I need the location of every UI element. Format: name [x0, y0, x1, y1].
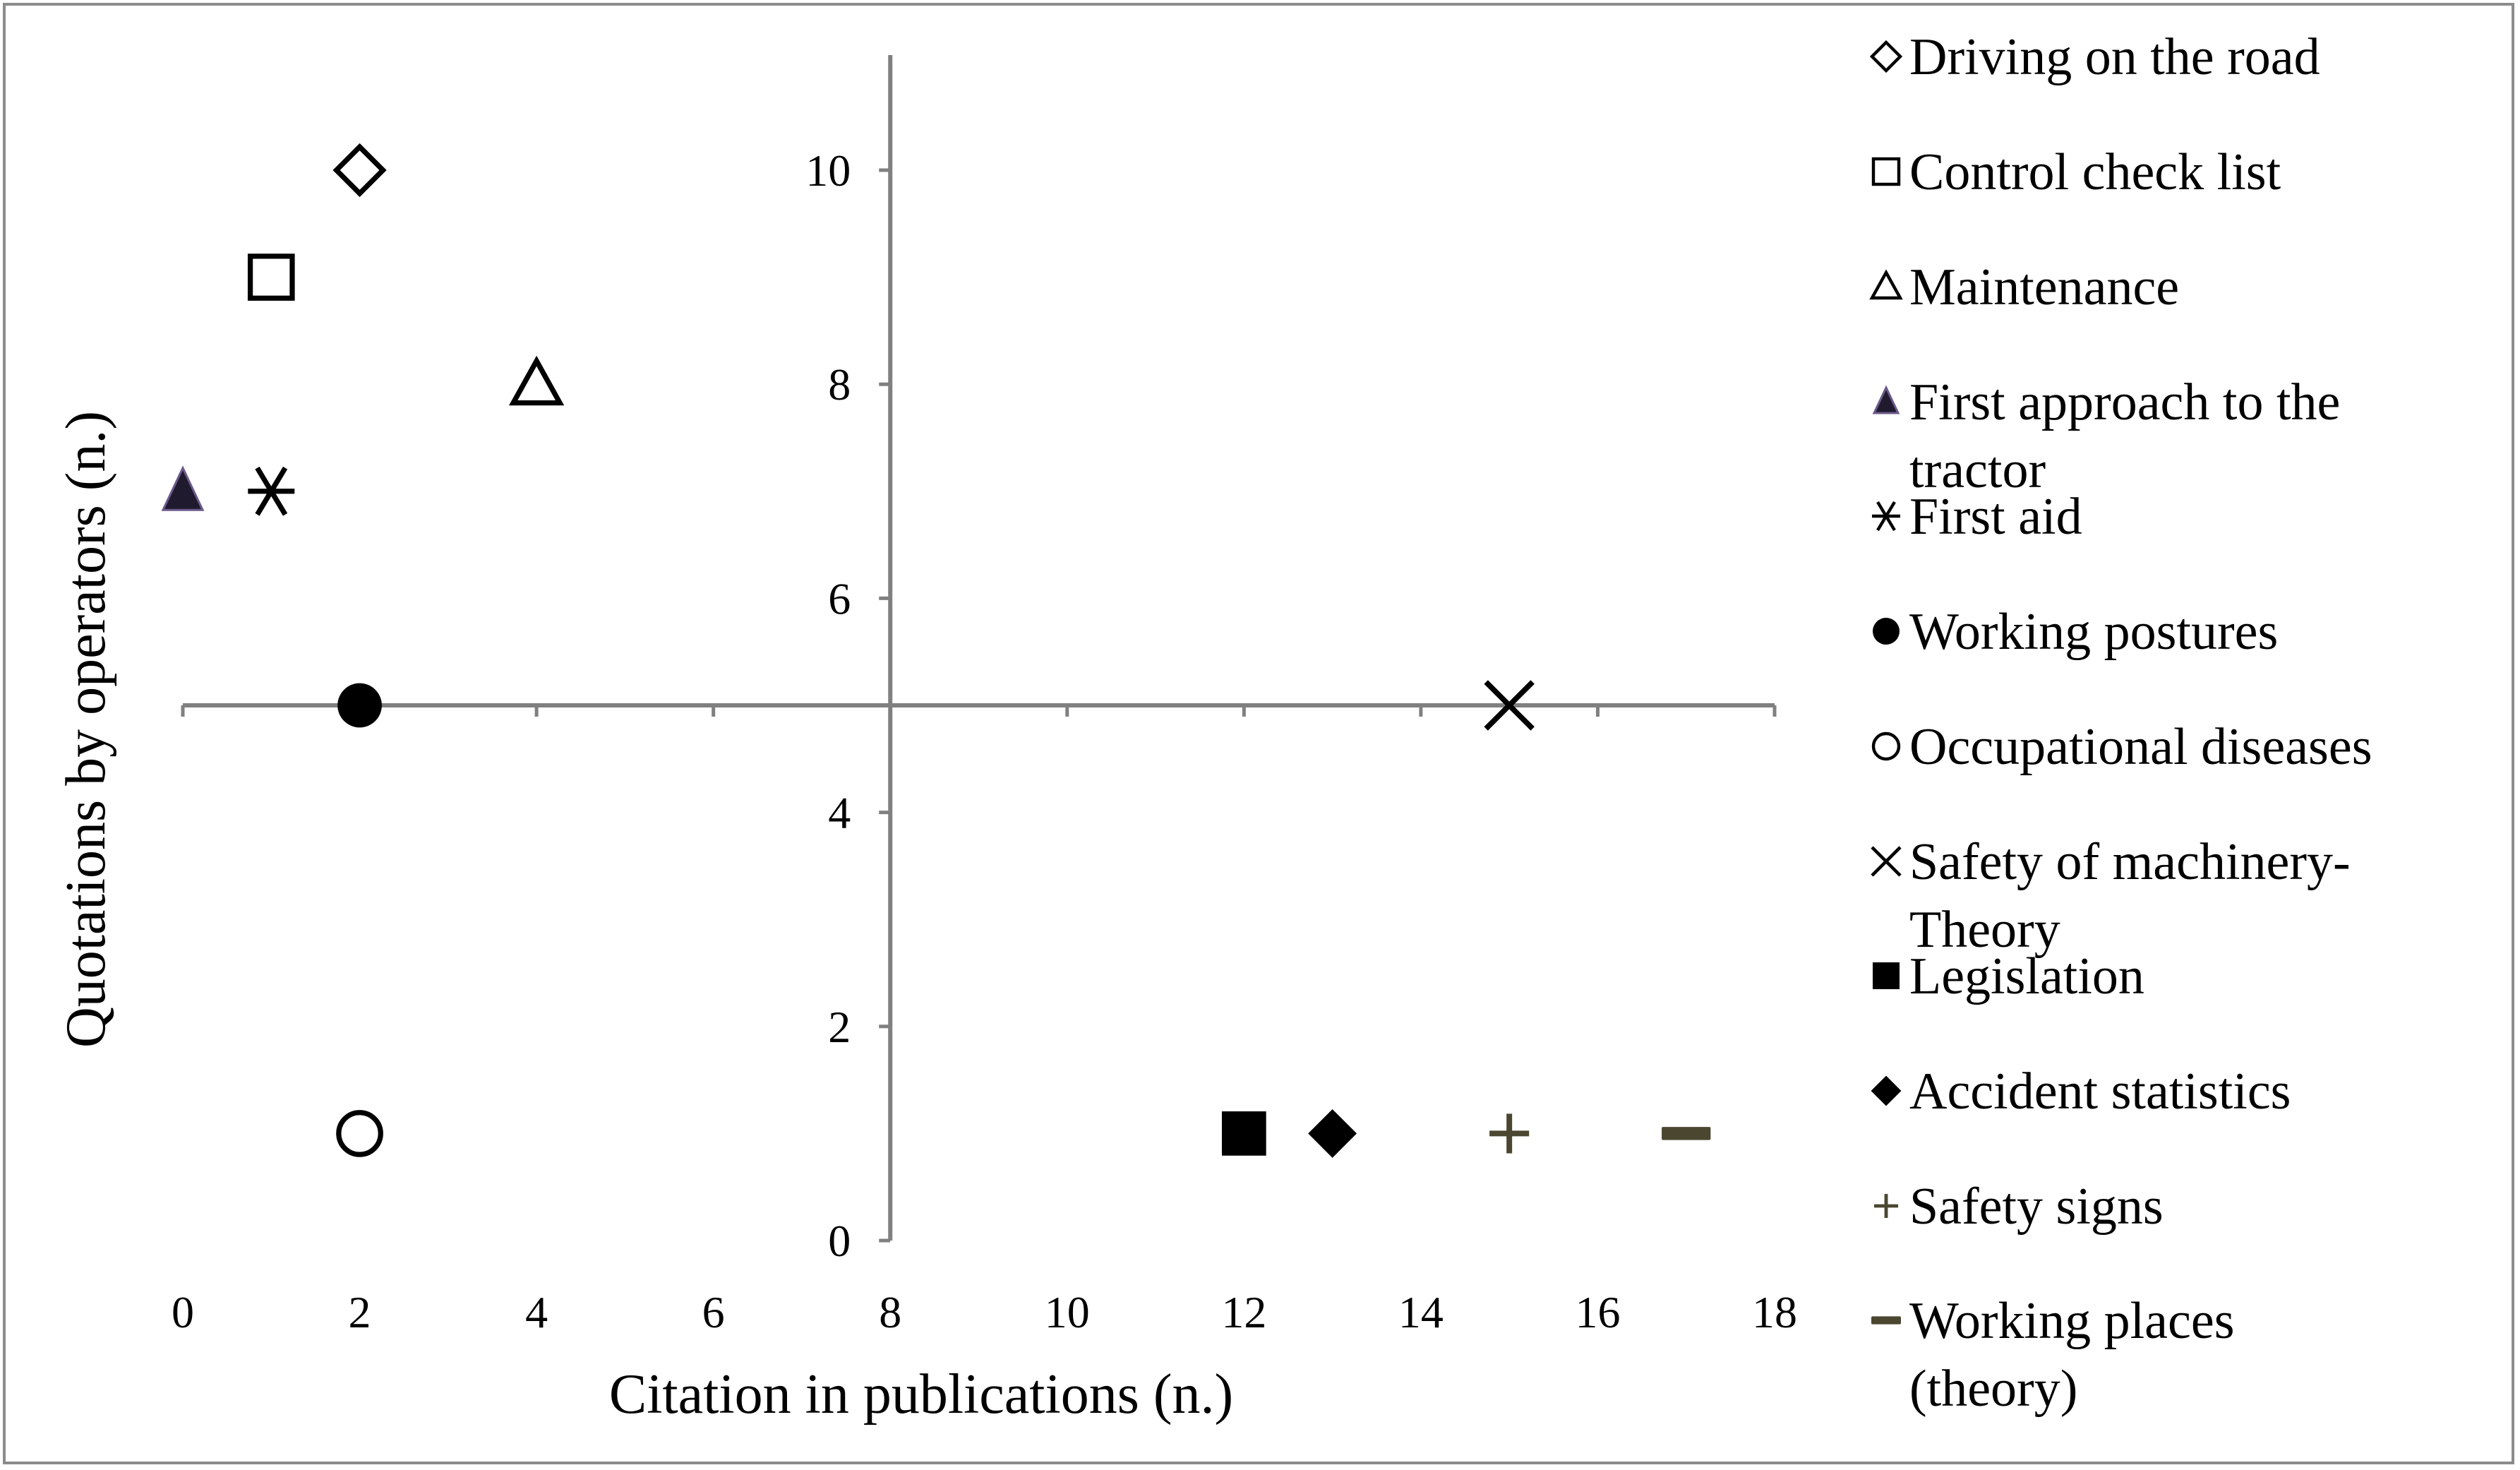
x-tick-label: 0	[172, 1287, 194, 1337]
legend-label: Working places	[1909, 1292, 2235, 1350]
legend-marker	[1873, 618, 1900, 645]
x-axis-title: Citation in publications (n.)	[609, 1363, 1233, 1426]
x-tick-label: 2	[349, 1287, 371, 1337]
data-point	[248, 466, 295, 516]
chart-frame: 0 2 4 6 8 10 12 14 16 18 0 2 4 6 8 10 Driving on the ro…	[3, 3, 2514, 1464]
legend-marker	[1869, 40, 1903, 73]
y-tick-label: 6	[828, 573, 851, 623]
data-point	[1221, 1111, 1266, 1156]
legend-marker	[1871, 846, 1902, 877]
data-point	[247, 253, 295, 301]
data-point	[332, 143, 387, 198]
legend-item: Legislation	[1873, 948, 2144, 1005]
legend-marker	[1873, 962, 1900, 989]
legend-item: Working places (theory)	[1871, 1292, 2235, 1418]
data-point	[508, 355, 565, 406]
legend-marker	[1871, 1075, 1902, 1106]
tick-labels: 0 2 4 6 8 10 12 14 16 18 0 2 4 6 8 10	[172, 145, 1797, 1337]
legend-label: Theory	[1909, 901, 2060, 959]
scatter-chart: 0 2 4 6 8 10 12 14 16 18 0 2 4 6 8 10 Driving on the ro…	[55, 28, 2372, 1426]
legend-label: First approach to the	[1909, 374, 2340, 431]
legend-label: Accident statistics	[1909, 1063, 2291, 1121]
y-tick-label: 8	[828, 359, 851, 410]
legend-label: (theory)	[1909, 1360, 2077, 1418]
legend-item: Safety of machinery- Theory	[1871, 833, 2351, 959]
data-points	[161, 143, 1711, 1158]
legend-item: First approach to the tractor	[1872, 374, 2340, 499]
data-point	[1308, 1109, 1357, 1158]
y-tick-label: 4	[828, 788, 851, 838]
legend-label: Safety of machinery-	[1909, 833, 2351, 891]
legend-label: First aid	[1909, 488, 2082, 546]
x-tick-label: 16	[1575, 1287, 1620, 1337]
legend-marker	[1872, 501, 1900, 532]
x-tick-label: 12	[1221, 1287, 1266, 1337]
legend-label: Safety signs	[1909, 1178, 2164, 1236]
data-point	[336, 1110, 383, 1157]
data-point	[161, 465, 205, 511]
axes	[181, 55, 1777, 1243]
data-point	[1662, 1127, 1711, 1140]
legend: Driving on the road Control check list Mai…	[1869, 28, 2372, 1418]
legend-marker	[1871, 157, 1901, 186]
x-tick-label: 4	[525, 1287, 548, 1337]
legend-item: Occupational diseases	[1871, 718, 2372, 776]
x-tick-label: 6	[702, 1287, 725, 1337]
legend-item: Maintenance	[1869, 258, 2179, 316]
legend-item: Safety signs	[1874, 1178, 2164, 1236]
legend-item: Working postures	[1873, 603, 2278, 661]
data-point	[1484, 680, 1535, 731]
legend-item: Accident statistics	[1871, 1063, 2291, 1121]
legend-label: Occupational diseases	[1909, 718, 2372, 776]
legend-label: Control check list	[1909, 143, 2281, 201]
legend-label: tractor	[1909, 441, 2046, 499]
y-tick-label: 10	[805, 145, 851, 196]
legend-label: Working postures	[1909, 603, 2278, 661]
legend-label: Driving on the road	[1909, 28, 2320, 86]
x-tick-label: 10	[1045, 1287, 1090, 1337]
data-point	[1489, 1113, 1530, 1154]
legend-item: First aid	[1872, 488, 2082, 546]
legend-marker	[1871, 1316, 1901, 1325]
data-point	[337, 683, 382, 728]
legend-label: Maintenance	[1909, 258, 2179, 316]
x-tick-label: 8	[879, 1287, 901, 1337]
y-axis-title: Quotations by operators (n.)	[55, 411, 117, 1048]
legend-marker	[1872, 385, 1900, 414]
legend-item: Control check list	[1871, 143, 2281, 201]
y-tick-label: 0	[828, 1216, 851, 1266]
legend-marker	[1869, 269, 1903, 300]
legend-marker	[1871, 731, 1901, 761]
legend-item: Driving on the road	[1869, 28, 2320, 86]
legend-marker	[1874, 1194, 1898, 1218]
y-tick-label: 2	[828, 1002, 851, 1052]
x-tick-label: 14	[1398, 1287, 1444, 1337]
legend-label: Legislation	[1909, 948, 2144, 1005]
x-tick-label: 18	[1752, 1287, 1797, 1337]
